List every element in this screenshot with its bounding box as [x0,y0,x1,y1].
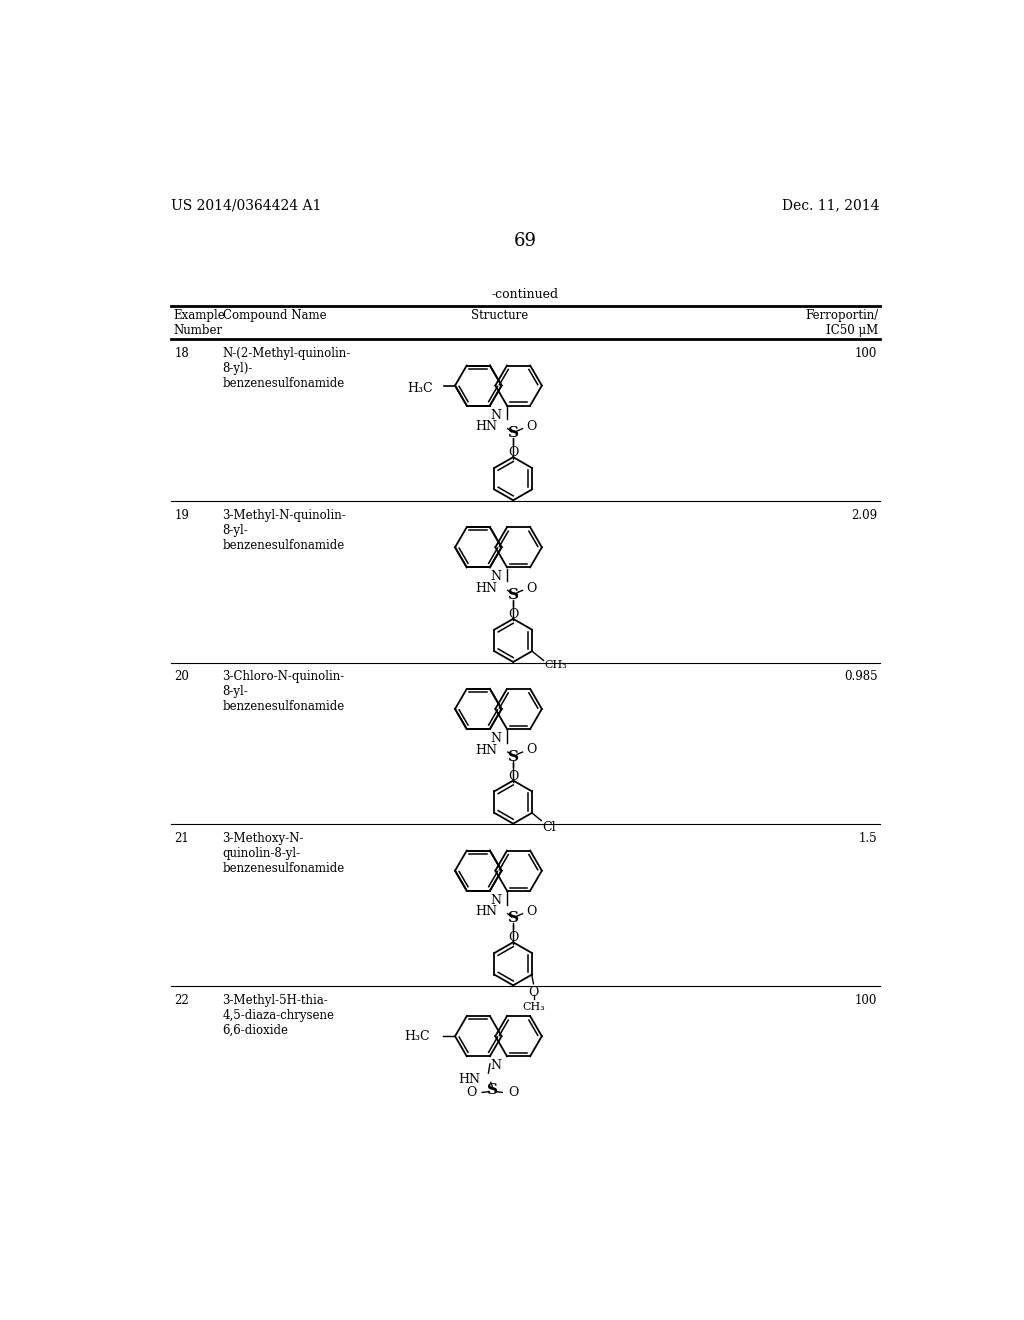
Text: HN: HN [475,906,497,919]
Text: 0.985: 0.985 [844,671,878,684]
Text: Compound Name: Compound Name [222,309,327,322]
Text: S: S [508,426,519,441]
Text: H₃C: H₃C [404,1030,430,1043]
Text: O: O [528,986,539,999]
Text: 100: 100 [855,994,878,1007]
Text: O: O [466,1086,477,1098]
Text: 69: 69 [513,231,537,249]
Text: 3-Methoxy-N-
quinolin-8-yl-
benzenesulfonamide: 3-Methoxy-N- quinolin-8-yl- benzenesulfo… [222,832,345,875]
Text: O: O [508,770,518,783]
Text: -continued: -continued [492,288,558,301]
Text: H₃C: H₃C [408,381,433,395]
Text: 3-Chloro-N-quinolin-
8-yl-
benzenesulfonamide: 3-Chloro-N-quinolin- 8-yl- benzenesulfon… [222,671,345,713]
Text: O: O [508,932,518,945]
Text: CH₃: CH₃ [545,660,567,671]
Text: Dec. 11, 2014: Dec. 11, 2014 [782,198,880,213]
Text: 21: 21 [174,832,189,845]
Text: O: O [526,906,537,917]
Text: 3-Methyl-N-quinolin-
8-yl-
benzenesulfonamide: 3-Methyl-N-quinolin- 8-yl- benzenesulfon… [222,508,346,552]
Text: N-(2-Methyl-quinolin-
8-yl)-
benzenesulfonamide: N-(2-Methyl-quinolin- 8-yl)- benzenesulf… [222,347,351,389]
Text: 100: 100 [855,347,878,360]
Text: HN: HN [475,420,497,433]
Text: S: S [508,911,519,925]
Text: N: N [490,409,502,421]
Text: 20: 20 [174,671,189,684]
Text: N: N [490,894,502,907]
Text: N: N [490,570,502,583]
Text: O: O [526,743,537,756]
Text: O: O [508,609,518,622]
Text: 18: 18 [174,347,189,360]
Text: Example
Number: Example Number [173,309,224,338]
Text: N: N [490,733,502,744]
Text: Structure: Structure [471,309,528,322]
Text: 22: 22 [174,994,189,1007]
Text: O: O [526,582,537,594]
Text: Cl: Cl [542,821,556,834]
Text: 3-Methyl-5H-thia-
4,5-diaza-chrysene
6,6-dioxide: 3-Methyl-5H-thia- 4,5-diaza-chrysene 6,6… [222,994,335,1036]
Text: 1.5: 1.5 [859,832,878,845]
Text: HN: HN [459,1073,480,1086]
Text: S: S [508,587,519,602]
Text: O: O [508,446,518,459]
Text: N: N [490,1059,502,1072]
Text: HN: HN [475,743,497,756]
Text: O: O [526,420,537,433]
Text: US 2014/0364424 A1: US 2014/0364424 A1 [171,198,321,213]
Text: Ferroportin/
IC50 μM: Ferroportin/ IC50 μM [805,309,879,338]
Text: S: S [486,1084,498,1097]
Text: 19: 19 [174,508,189,521]
Text: 2.09: 2.09 [851,508,878,521]
Text: HN: HN [475,582,497,595]
Text: CH₃: CH₃ [522,1002,545,1011]
Text: S: S [508,750,519,764]
Text: O: O [508,1086,518,1098]
